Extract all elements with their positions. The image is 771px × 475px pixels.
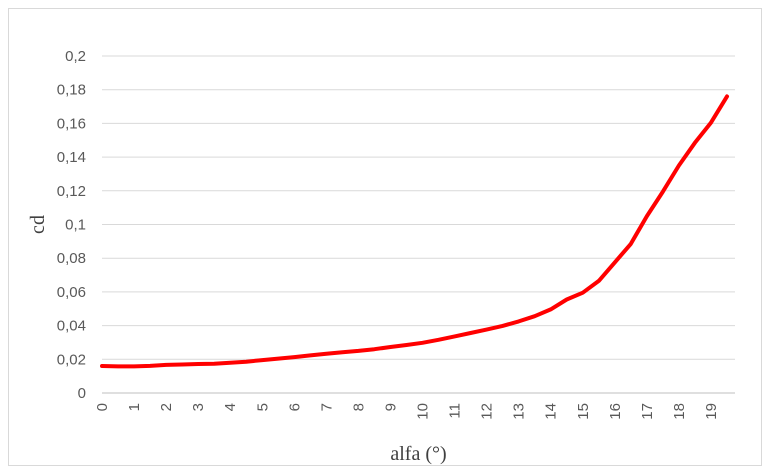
series-line-cd bbox=[100, 94, 729, 369]
x-tick-label: 6 bbox=[286, 403, 303, 411]
gridlines bbox=[102, 55, 735, 394]
x-tick-label: 16 bbox=[607, 403, 624, 420]
x-tick-label: 17 bbox=[639, 403, 656, 420]
y-tick-label: 0,04 bbox=[57, 318, 86, 335]
x-tick-labels: 0 1 2 3 4 5 6 7 8 9 10 11 12 13 14 15 16 17 18 19 bbox=[94, 403, 720, 420]
y-axis-title: cd bbox=[27, 215, 49, 234]
x-tick-label: 11 bbox=[447, 403, 464, 419]
y-tick-label: 0,14 bbox=[57, 149, 86, 166]
y-tick-label: 0,02 bbox=[57, 351, 86, 368]
y-tick-label: 0,1 bbox=[65, 217, 86, 234]
x-tick-label: 18 bbox=[671, 403, 688, 420]
x-tick-label: 10 bbox=[415, 403, 432, 420]
y-tick-label: 0,12 bbox=[57, 183, 86, 200]
x-axis-title: alfa (°) bbox=[390, 443, 446, 465]
x-tick-label: 5 bbox=[254, 403, 271, 411]
x-tick-label: 1 bbox=[126, 403, 143, 411]
x-tick-label: 9 bbox=[382, 403, 399, 411]
x-tick-label: 3 bbox=[190, 403, 207, 411]
x-tick-label: 8 bbox=[350, 403, 367, 411]
x-tick-label: 0 bbox=[94, 403, 111, 411]
x-tick-label: 15 bbox=[575, 403, 592, 420]
y-tick-label: 0,2 bbox=[65, 48, 86, 65]
x-tick-label: 12 bbox=[479, 403, 496, 420]
y-tick-label: 0,18 bbox=[57, 82, 86, 99]
y-tick-labels: 0 0,02 0,04 0,06 0,08 0,1 0,12 0,14 0,16 0,18 0,2 bbox=[57, 48, 86, 402]
x-tick-label: 14 bbox=[543, 403, 560, 420]
y-tick-label: 0,08 bbox=[57, 250, 86, 267]
y-tick-label: 0 bbox=[78, 385, 86, 402]
y-tick-label: 0,06 bbox=[57, 284, 86, 301]
x-tick-label: 7 bbox=[318, 403, 335, 411]
x-tick-label: 2 bbox=[158, 403, 175, 411]
x-tick-label: 19 bbox=[703, 403, 720, 420]
y-tick-label: 0,16 bbox=[57, 115, 86, 132]
x-tick-label: 4 bbox=[222, 403, 239, 411]
x-tick-label: 13 bbox=[511, 403, 528, 420]
